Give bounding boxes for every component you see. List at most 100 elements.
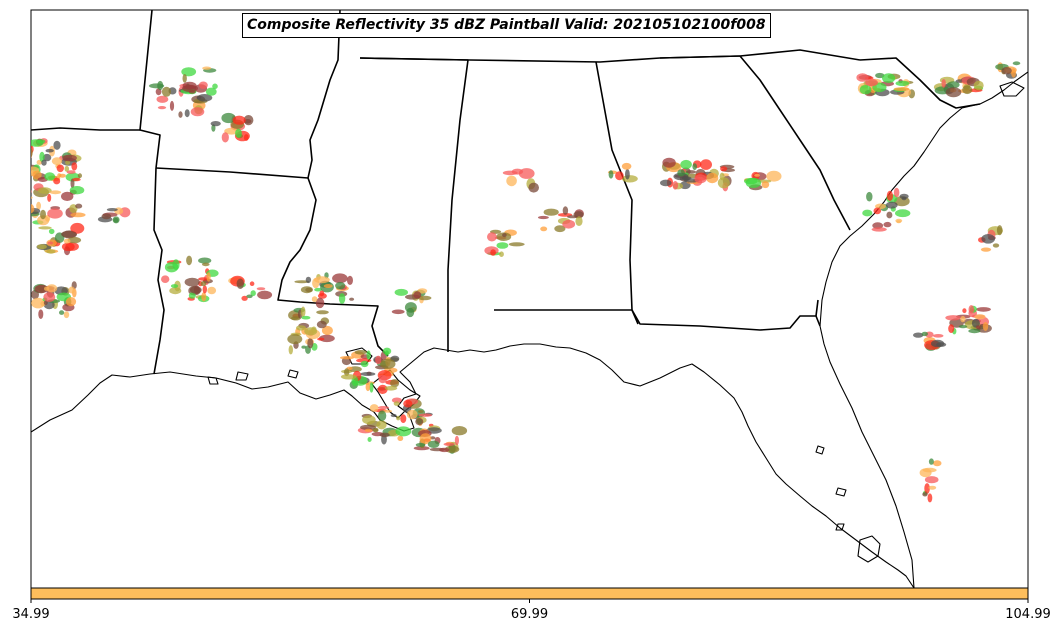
reflectivity-blob bbox=[18, 172, 24, 175]
reflectivity-blob bbox=[17, 153, 27, 159]
reflectivity-blob bbox=[42, 153, 52, 162]
reflectivity-blob bbox=[200, 281, 207, 287]
reflectivity-blob bbox=[922, 467, 937, 473]
reflectivity-blob bbox=[65, 297, 77, 307]
reflectivity-blob bbox=[19, 163, 25, 170]
reflectivity-blob bbox=[332, 273, 348, 284]
reflectivity-blob bbox=[681, 176, 692, 180]
reflectivity-blob bbox=[976, 325, 981, 329]
reflectivity-blob bbox=[36, 201, 41, 210]
reflectivity-blob bbox=[60, 191, 74, 201]
reflectivity-blob bbox=[413, 446, 430, 451]
reflectivity-blob bbox=[0, 157, 14, 167]
reflectivity-blob bbox=[221, 132, 229, 143]
reflectivity-blob bbox=[955, 79, 964, 83]
reflectivity-blob bbox=[562, 219, 576, 229]
reflectivity-blob bbox=[362, 415, 376, 425]
reflectivity-blob bbox=[379, 432, 390, 438]
reflectivity-blob bbox=[69, 186, 85, 195]
reflectivity-blob bbox=[502, 233, 507, 238]
reflectivity-blob bbox=[56, 164, 64, 173]
reflectivity-blob bbox=[886, 201, 898, 209]
reflectivity-blob bbox=[68, 286, 75, 294]
reflectivity-blob bbox=[394, 288, 408, 296]
reflectivity-blob bbox=[184, 277, 200, 287]
reflectivity-blob bbox=[621, 162, 632, 170]
reflectivity-blob bbox=[32, 170, 42, 180]
reflectivity-blob bbox=[406, 409, 418, 420]
reflectivity-blob bbox=[9, 153, 16, 159]
reflectivity-blob bbox=[7, 138, 16, 146]
reflectivity-blob bbox=[243, 134, 249, 141]
reflectivity-blob bbox=[364, 428, 372, 432]
reflectivity-blob bbox=[518, 168, 535, 179]
reflectivity-blob bbox=[625, 169, 630, 180]
reflectivity-blob bbox=[960, 315, 966, 323]
reflectivity-blob bbox=[567, 215, 578, 219]
reflectivity-blob bbox=[865, 78, 878, 87]
reflectivity-blob bbox=[64, 165, 70, 172]
reflectivity-blob bbox=[61, 230, 77, 238]
reflectivity-blob bbox=[384, 350, 389, 357]
reflectivity-blob bbox=[243, 115, 254, 126]
reflectivity-blob bbox=[9, 164, 20, 175]
reflectivity-blob bbox=[156, 95, 169, 103]
reflectivity-blob bbox=[70, 222, 85, 234]
reflectivity-blob bbox=[375, 355, 382, 365]
reflectivity-blob bbox=[680, 159, 692, 170]
reflectivity-blob bbox=[57, 173, 62, 178]
reflectivity-blob bbox=[63, 238, 71, 244]
reflectivity-blob bbox=[38, 309, 44, 320]
reflectivity-blob bbox=[443, 442, 455, 446]
reflectivity-blob bbox=[377, 406, 390, 409]
reflectivity-blob bbox=[391, 309, 405, 315]
reflectivity-blob bbox=[947, 81, 960, 89]
reflectivity-blob bbox=[575, 216, 583, 227]
reflectivity-blob bbox=[232, 115, 246, 125]
reflectivity-blob bbox=[406, 307, 415, 318]
reflectivity-blob bbox=[71, 162, 78, 171]
reflectivity-blob bbox=[968, 305, 975, 314]
reflectivity-blob bbox=[945, 315, 961, 321]
reflectivity-blob bbox=[439, 447, 450, 453]
reflectivity-blob bbox=[59, 310, 65, 315]
reflectivity-blob bbox=[340, 374, 357, 380]
reflectivity-blob bbox=[369, 382, 374, 393]
reflectivity-blob bbox=[380, 358, 396, 369]
colorbar-tick-label-max: 104.99 bbox=[1005, 607, 1051, 622]
reflectivity-blob bbox=[188, 90, 196, 94]
reflectivity-blob bbox=[31, 148, 33, 158]
reflectivity-blob bbox=[928, 485, 937, 490]
coastline bbox=[31, 71, 1028, 588]
reflectivity-blob bbox=[973, 80, 984, 91]
reflectivity-blob bbox=[397, 435, 404, 441]
reflectivity-blob bbox=[256, 287, 266, 291]
reflectivity-blob bbox=[47, 241, 54, 245]
reflectivity-blob bbox=[941, 79, 946, 88]
reflectivity-blob bbox=[169, 287, 182, 295]
reflectivity-blob bbox=[415, 443, 426, 447]
reflectivity-blob bbox=[250, 290, 256, 297]
reflectivity-blob bbox=[928, 458, 934, 465]
reflectivity-blob bbox=[974, 314, 986, 320]
reflectivity-blob bbox=[335, 282, 346, 290]
reflectivity-blob bbox=[403, 399, 413, 408]
reflectivity-blob bbox=[106, 208, 118, 212]
reflectivity-blob bbox=[694, 174, 707, 184]
reflectivity-blob bbox=[390, 379, 400, 388]
reflectivity-blob bbox=[968, 328, 981, 334]
reflectivity-blob bbox=[288, 345, 293, 355]
reflectivity-blob bbox=[540, 226, 548, 232]
reflectivity-blob bbox=[206, 272, 211, 282]
reflectivity-blob bbox=[396, 415, 401, 421]
reflectivity-blob bbox=[11, 138, 22, 142]
reflectivity-blob bbox=[305, 276, 312, 284]
reflectivity-blob bbox=[418, 413, 433, 417]
reflectivity-blob bbox=[996, 225, 1003, 236]
reflectivity-blob bbox=[367, 437, 372, 442]
reflectivity-blob bbox=[615, 171, 624, 181]
reflectivity-blob bbox=[862, 209, 873, 217]
map-frame bbox=[30, 9, 1029, 589]
map-title: Composite Reflectivity 35 dBZ Paintball … bbox=[242, 13, 771, 38]
reflectivity-blob bbox=[393, 401, 400, 406]
